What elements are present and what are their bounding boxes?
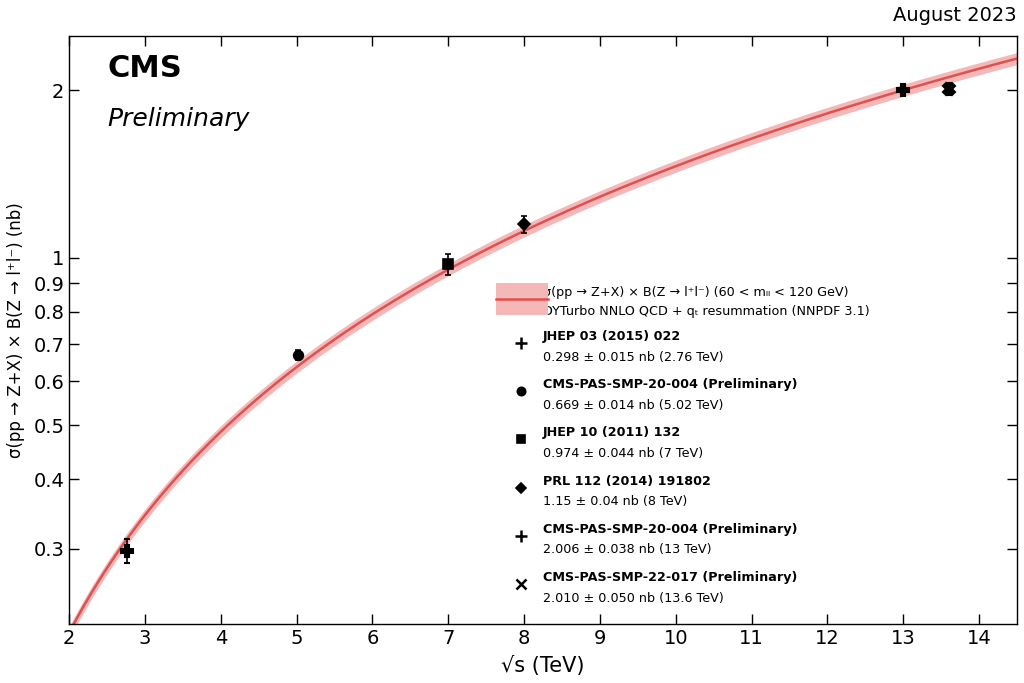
Text: 0.669 ± 0.014 nb (5.02 TeV): 0.669 ± 0.014 nb (5.02 TeV) [543, 399, 724, 412]
Text: 0.298 ± 0.015 nb (2.76 TeV): 0.298 ± 0.015 nb (2.76 TeV) [543, 351, 724, 364]
Text: CMS: CMS [108, 54, 182, 83]
Text: CMS-PAS-SMP-20-004 (Preliminary): CMS-PAS-SMP-20-004 (Preliminary) [543, 378, 798, 391]
Text: Preliminary: Preliminary [108, 107, 250, 131]
X-axis label: √s (TeV): √s (TeV) [502, 656, 585, 676]
Text: JHEP 03 (2015) 022: JHEP 03 (2015) 022 [543, 330, 681, 343]
Text: 2.006 ± 0.038 nb (13 TeV): 2.006 ± 0.038 nb (13 TeV) [543, 544, 712, 557]
Text: JHEP 10 (2011) 132: JHEP 10 (2011) 132 [543, 426, 681, 439]
Text: 1.15 ± 0.04 nb (8 TeV): 1.15 ± 0.04 nb (8 TeV) [543, 495, 687, 508]
Text: CMS-PAS-SMP-22-017 (Preliminary): CMS-PAS-SMP-22-017 (Preliminary) [543, 571, 798, 584]
Y-axis label: σ(pp → Z+X) × B(Z → l⁺l⁻) (nb): σ(pp → Z+X) × B(Z → l⁺l⁻) (nb) [7, 202, 25, 458]
Text: 0.974 ± 0.044 nb (7 TeV): 0.974 ± 0.044 nb (7 TeV) [543, 447, 703, 460]
Bar [496, 283, 548, 316]
Text: PRL 112 (2014) 191802: PRL 112 (2014) 191802 [543, 475, 711, 488]
Text: DYTurbo NNLO QCD + qₜ resummation (NNPDF 3.1): DYTurbo NNLO QCD + qₜ resummation (NNPDF… [543, 305, 869, 318]
Text: CMS-PAS-SMP-20-004 (Preliminary): CMS-PAS-SMP-20-004 (Preliminary) [543, 522, 798, 536]
Text: σ(pp → Z+X) × B(Z → l⁺l⁻) (60 < mₗₗ < 120 GeV): σ(pp → Z+X) × B(Z → l⁺l⁻) (60 < mₗₗ < 12… [543, 286, 849, 299]
Text: August 2023: August 2023 [893, 5, 1017, 25]
Text: 2.010 ± 0.050 nb (13.6 TeV): 2.010 ± 0.050 nb (13.6 TeV) [543, 591, 724, 604]
